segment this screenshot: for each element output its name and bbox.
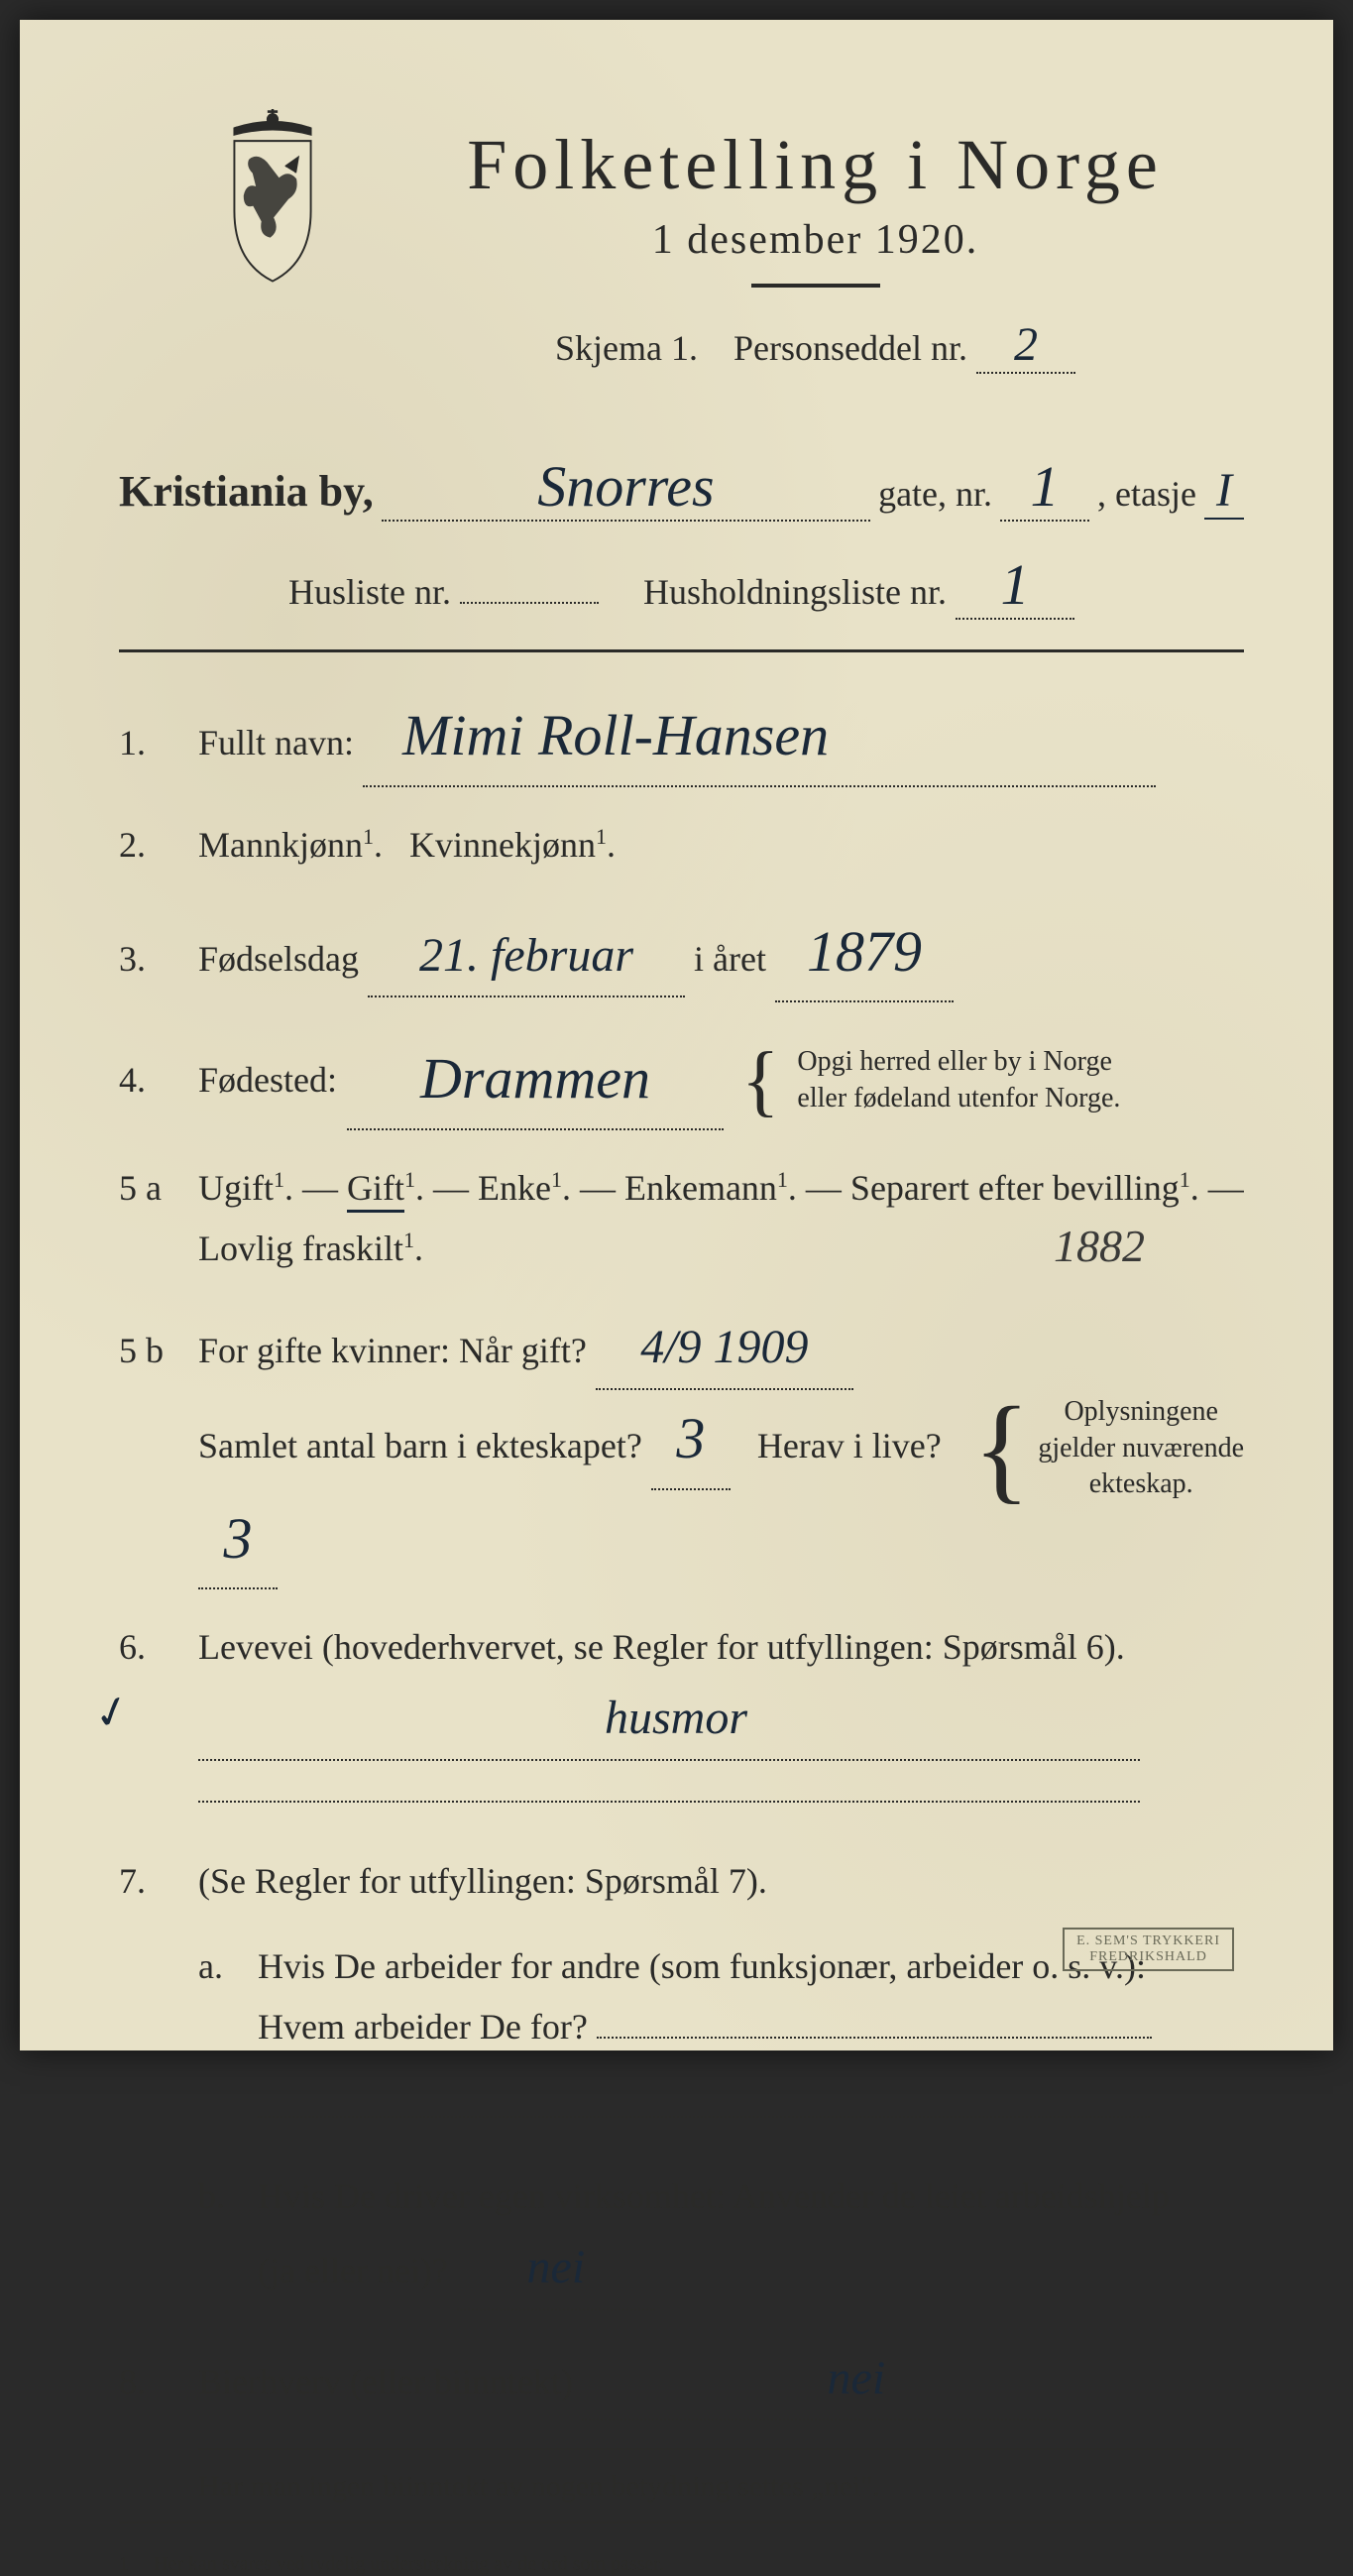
blank-line xyxy=(258,2078,1150,2118)
subtitle: 1 desember 1920. xyxy=(387,216,1244,264)
title-block: Folketelling i Norge 1 desember 1920. Sk… xyxy=(387,109,1244,413)
q7a-text1: Hvis De arbeider for andre (som funksjon… xyxy=(258,1946,1146,1986)
q1-label: Fullt navn: xyxy=(198,723,354,762)
alive-label: Herav i live? xyxy=(757,1426,942,1465)
husliste-number xyxy=(460,602,599,604)
skjema-label: Skjema 1. xyxy=(555,328,698,368)
thin-rule xyxy=(119,2521,1244,2523)
q5a-number: ✓ 5 a xyxy=(119,1158,198,1219)
gate-label: gate, nr. xyxy=(878,473,992,515)
year-label: i året xyxy=(694,939,766,979)
gift-selected: Gift xyxy=(347,1168,404,1213)
question-4: ✓ 4. Fødested: Drammen { Opgi herred ell… xyxy=(119,1030,1244,1130)
q3-number: ✓ 3. xyxy=(119,929,198,990)
header: Folketelling i Norge 1 desember 1920. Sk… xyxy=(119,109,1244,413)
husholdning-number: 1 xyxy=(956,551,1074,620)
margin-year-annotation: 1882 xyxy=(1054,1208,1145,1285)
children-label: Samlet antal barn i ekteskapet? xyxy=(198,1426,642,1465)
gate-number: 1 xyxy=(1000,453,1089,522)
divider-rule xyxy=(119,649,1244,652)
q7-label: (Se Regler for utfyllingen: Spørsmål 7). xyxy=(198,1861,767,1901)
footer-note: Har man ingen biinntekt av nogen betydni… xyxy=(198,2470,1244,2504)
question-5a: ✓ 5 a Ugift1. — Gift1. — Enke1. — Enkema… xyxy=(119,1158,1244,1279)
married-date: 4/9 1909 xyxy=(596,1307,853,1390)
brace-icon: { xyxy=(741,1049,779,1112)
alive-count: 3 xyxy=(198,1490,278,1590)
street-name: Snorres xyxy=(382,453,870,522)
occupation-value: husmor xyxy=(198,1678,1140,1761)
thin-rule xyxy=(198,2448,1244,2450)
census-form-page: Folketelling i Norge 1 desember 1920. Sk… xyxy=(20,20,1333,2050)
hired-help-value: nei xyxy=(457,2227,655,2310)
title-rule xyxy=(751,284,880,288)
personseddel-label: Personseddel nr. xyxy=(733,328,967,368)
brace-icon: { xyxy=(973,1401,1031,1496)
q4-number: ✓ 4. xyxy=(119,1050,198,1111)
birthplace-value: Drammen xyxy=(347,1030,724,1130)
q5b-label: For gifte kvinner: Når gift? xyxy=(198,1331,587,1370)
secondary-occupation-value: nei xyxy=(582,2338,1058,2421)
etasje-label: , etasje xyxy=(1097,473,1196,515)
q4-label: Fødested: xyxy=(198,1050,337,1111)
male-option: Mannkjønn1. xyxy=(198,825,383,865)
question-1: ✓ 1. Fullt navn: Mimi Roll-Hansen xyxy=(119,687,1244,787)
city-label: Kristiania by, xyxy=(119,466,374,517)
q7a-text2: Hvem arbeider De for? xyxy=(258,2007,588,2047)
q7a-label: a. xyxy=(198,1936,258,2137)
main-title: Folketelling i Norge xyxy=(387,124,1244,206)
q7b-text1: Hvis De driver egen virksomhet: Anvender… xyxy=(258,2176,1170,2216)
question-2: ✓ 2. Mannkjønn1. Kvinnekjønn1. xyxy=(119,815,1244,876)
q6-number: 6. xyxy=(119,1617,198,1678)
blank-line xyxy=(198,1763,1140,1803)
q7b-text2: (ja eller nei)? xyxy=(258,2251,448,2290)
q7b-label: b. xyxy=(198,2166,258,2310)
coat-of-arms-icon xyxy=(208,109,337,288)
printer-stamp: E. SEM'S TRYKKERI FREDRIKSHALD xyxy=(1063,1928,1234,1971)
personseddel-number: 2 xyxy=(976,317,1075,374)
female-option: Kvinnekjønn1. xyxy=(409,825,616,865)
marriage-note: Oplysningene gjelder nuværende ekteskap. xyxy=(1038,1394,1244,1502)
question-6: 6. Levevei (hovederhvervet, se Regler fo… xyxy=(119,1617,1244,1821)
q3-label: Fødselsdag xyxy=(198,939,359,979)
employer-blank xyxy=(597,2037,1152,2039)
address-row: Kristiania by, Snorres gate, nr. 1 , eta… xyxy=(119,453,1244,522)
q6-label: Levevei (hovederhvervet, se Regler for u… xyxy=(198,1627,1125,1667)
birth-year: 1879 xyxy=(775,903,954,1003)
question-5b: 5 b For gifte kvinner: Når gift? 4/9 190… xyxy=(119,1307,1244,1589)
question-7: 7. (Se Regler for utfyllingen: Spørsmål … xyxy=(119,1851,1244,2310)
children-count: 3 xyxy=(651,1390,731,1490)
footnote: 1 Her kan svares ved tydelig understrekn… xyxy=(119,2553,1244,2576)
list-numbers-row: Husliste nr. Husholdningsliste nr. 1 xyxy=(119,551,1244,620)
q2-number: ✓ 2. xyxy=(119,815,198,876)
skjema-line: Skjema 1. Personseddel nr. 2 xyxy=(387,317,1244,374)
q7-number: 7. xyxy=(119,1851,198,1912)
q5b-number: 5 b xyxy=(119,1321,198,1381)
husliste-label: Husliste nr. xyxy=(288,572,451,612)
q8-label: Bierhverv (eller biinntekt) xyxy=(198,2362,573,2401)
birth-day: 21. februar xyxy=(368,915,685,998)
husholdning-label: Husholdningsliste nr. xyxy=(643,572,947,612)
question-8: 8. Bierhverv (eller biinntekt) nei xyxy=(119,2338,1244,2421)
marital-options: Ugift1. — Gift1. — Enke1. — Enkemann1. —… xyxy=(198,1158,1244,1279)
birthplace-note: Opgi herred eller by i Norge eller fødel… xyxy=(797,1044,1120,1116)
checkmark-icon: ✓ xyxy=(85,1674,140,1755)
question-3: ✓ 3. Fødselsdag 21. februar i året 1879 xyxy=(119,903,1244,1003)
etasje-value: I xyxy=(1204,463,1244,520)
q1-number: ✓ 1. xyxy=(119,713,198,773)
full-name-value: Mimi Roll-Hansen xyxy=(363,687,1156,787)
q8-number: 8. xyxy=(119,2352,198,2412)
